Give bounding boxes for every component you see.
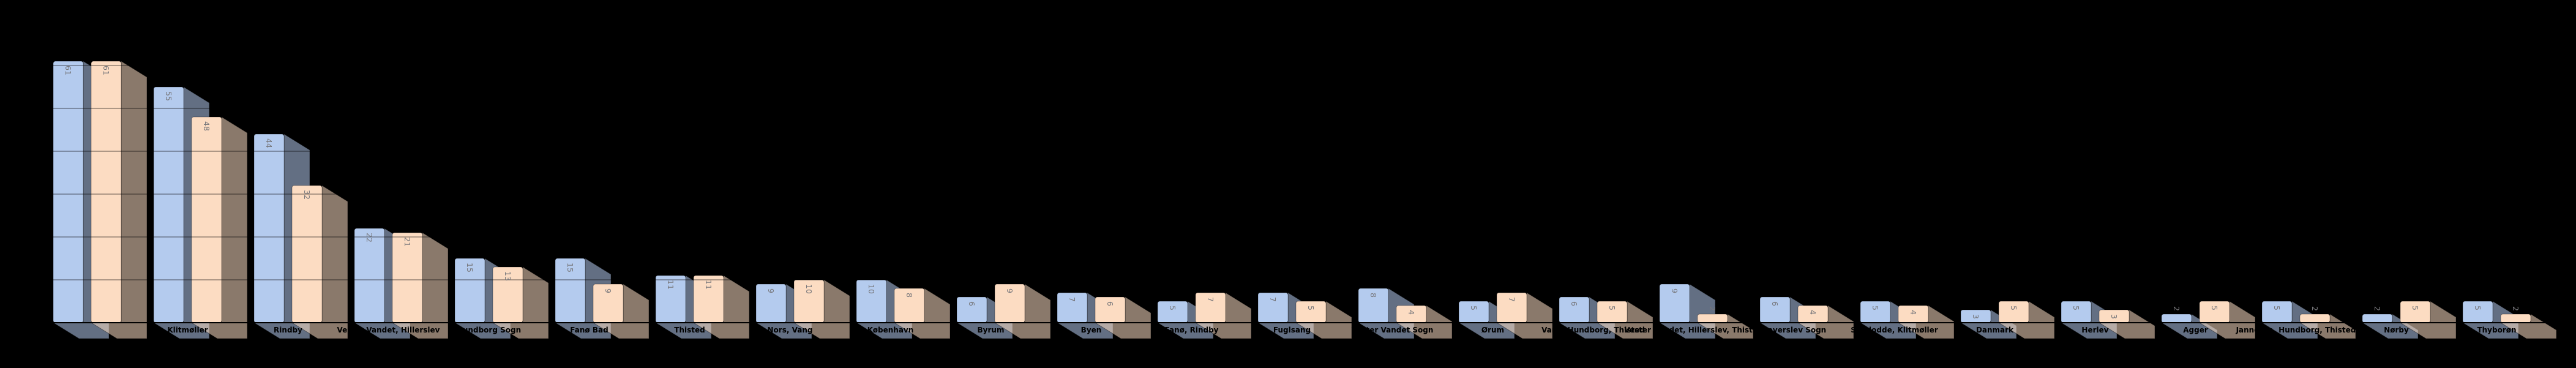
bar-value-label: 7: [1068, 297, 1077, 302]
x-tick-label: Hundborg Sogn: [457, 326, 521, 334]
x-tick-label: Byen: [1081, 326, 1102, 334]
bar-value-label: 61: [102, 66, 111, 75]
bar-value-label: 5: [1608, 306, 1617, 310]
bar-value-label: 2: [1708, 306, 1717, 311]
x-tick-label: Thyborøn: [2477, 326, 2516, 334]
bar-value-label: 15: [465, 263, 474, 272]
bar-series1: [2161, 314, 2192, 323]
x-tick-label: Rindby: [274, 326, 302, 334]
bar-value-label: 61: [64, 66, 73, 75]
x-tick-label: Jannerup, Hundborg, Thisted: [2236, 326, 2356, 334]
bar-series2: [291, 185, 323, 323]
bar-value-label: 10: [804, 284, 814, 294]
bar-value-label: 13: [503, 271, 512, 281]
bar-value-label: 7: [1268, 297, 1278, 302]
bar-value-label: 5: [2411, 306, 2420, 310]
bar-series1: [2362, 314, 2393, 323]
x-tick-label: Fanø Bad: [570, 326, 608, 334]
bar-value-label: 55: [164, 91, 173, 101]
x-tick-label: Vester Vandet Sogn: [1352, 326, 1434, 334]
bar-value-label: 21: [403, 237, 412, 247]
bar-value-label: 6: [1770, 301, 1780, 306]
bar-series1: [2061, 301, 2092, 323]
bar-series2: [1998, 301, 2029, 323]
x-tick-label: Herlev: [2081, 326, 2108, 334]
x-tick-label: Danmark: [1976, 326, 2014, 334]
x-tick-label: Thisted: [674, 326, 705, 334]
bar-value-label: 6: [967, 301, 976, 306]
bar-value-label: 5: [1871, 306, 1880, 310]
bar-value-label: 48: [202, 121, 211, 131]
bar-value-label: 5: [1469, 306, 1478, 310]
bar-value-label: 11: [704, 280, 713, 290]
bar-series1: [53, 61, 84, 323]
bar-value-label: 11: [666, 280, 675, 290]
bar-value-label: 6: [1570, 301, 1579, 306]
bar-value-label: 5: [2272, 306, 2282, 310]
bar-value-label: 4: [1808, 310, 1818, 315]
bar-value-label: 5: [2210, 306, 2219, 310]
bar-value-label: 5: [2072, 306, 2081, 310]
bar-series1: [2261, 301, 2293, 323]
x-tick-label: Nors, Vang: [768, 326, 813, 334]
bar-series1: [253, 133, 285, 323]
x-tick-label: Fanø, Rindby: [1164, 326, 1218, 334]
bar-value-label: 4: [1909, 310, 1918, 315]
bar-series2: [1697, 314, 1728, 323]
x-tick-label: Ørum: [1481, 326, 1504, 334]
bar-value-label: 7: [1206, 297, 1215, 302]
bar-series2: [2400, 301, 2431, 323]
bar-value-label: 9: [1670, 288, 1679, 293]
bar-value-label: 3: [2110, 314, 2119, 319]
bar-value-label: 6: [1106, 301, 1115, 306]
bar-series2: [1597, 301, 1628, 323]
bar-value-label: 9: [766, 288, 776, 293]
x-tick-label: Vang, Hundborg, Thisted: [1541, 326, 1645, 334]
bar-value-label: 7: [1507, 297, 1516, 302]
bar-value-label: 32: [302, 190, 312, 200]
bar-series2: [91, 61, 122, 323]
bar-series1: [153, 86, 184, 323]
x-tick-label: Byrum: [978, 326, 1005, 334]
bar-value-label: 5: [1168, 306, 1177, 310]
x-tick-label: Vester Vandet, Hillerslev: [337, 326, 440, 334]
x-tick-label: Haverslev Sogn: [1762, 326, 1826, 334]
bar-value-label: 2: [2511, 306, 2520, 311]
bar-value-label: 9: [1005, 288, 1014, 293]
x-tick-label: Klitmøller: [167, 326, 208, 334]
bar-value-label: 2: [2310, 306, 2320, 311]
bar-value-label: 5: [2009, 306, 2018, 310]
bar-series1: [1860, 301, 1891, 323]
x-tick-label: Fuglsang: [1273, 326, 1311, 334]
bar-series2: [191, 116, 222, 323]
x-tick-label: København: [867, 326, 914, 334]
bar-value-label: 5: [1306, 306, 1316, 310]
bar-value-label: 44: [264, 138, 274, 148]
bar-value-label: 5: [2473, 306, 2482, 310]
bar-value-label: 4: [1407, 310, 1416, 315]
bar-value-label: 8: [1369, 293, 1378, 298]
bar-value-label: 9: [604, 288, 613, 293]
bar-value-label: 15: [566, 263, 575, 272]
bar-series2: [2199, 301, 2230, 323]
bar-series1: [354, 228, 385, 323]
bar-value-label: 2: [2172, 306, 2181, 311]
x-tick-label: Vester Vandet, Hillerslev, Thisted: [1624, 326, 1762, 334]
bar-series2: [2500, 314, 2531, 323]
bar-series1: [1157, 301, 1188, 323]
x-tick-label: Nørby: [2384, 326, 2409, 334]
bar-series1: [1458, 301, 1489, 323]
bar-series1: [2462, 301, 2493, 323]
bar-value-label: 3: [1971, 314, 1980, 319]
bar-series2: [2299, 314, 2331, 323]
bar-value-label: 10: [867, 284, 876, 294]
bar-value-label: 22: [365, 233, 374, 242]
bar-series2: [1295, 301, 1327, 323]
bar-value-label: 2: [2373, 306, 2382, 311]
bar-value-label: 8: [905, 293, 914, 298]
x-tick-label: Sandodde, Klitmøller: [1851, 326, 1938, 334]
x-tick-label: Agger: [2183, 326, 2208, 334]
